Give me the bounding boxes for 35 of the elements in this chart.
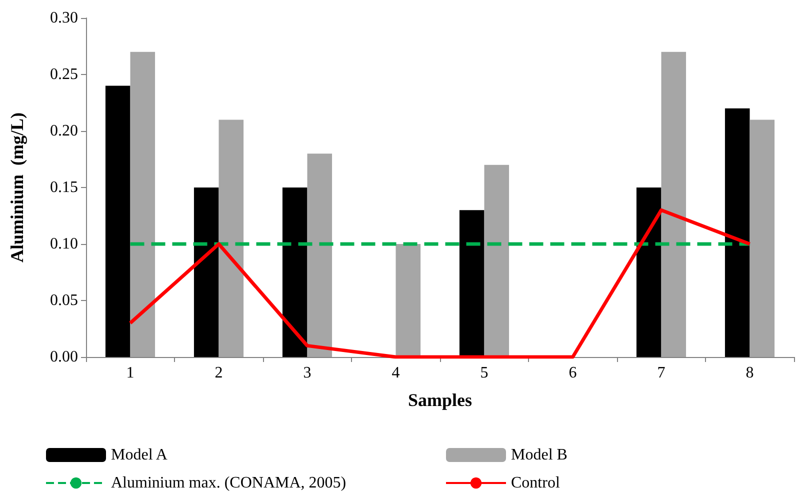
legend-label: Aluminium max. (CONAMA, 2005) xyxy=(111,474,346,492)
bar xyxy=(282,188,308,357)
y-tick-label: 0.25 xyxy=(50,66,78,83)
x-tick-label: 6 xyxy=(568,364,577,382)
bar xyxy=(636,188,662,357)
x-tick-label: 3 xyxy=(303,364,312,382)
line-series xyxy=(128,208,752,359)
bar xyxy=(724,108,750,357)
x-tick-label: 1 xyxy=(126,364,134,382)
bar xyxy=(661,52,686,357)
bar xyxy=(105,86,130,357)
x-axis-title: Samples xyxy=(408,390,472,410)
legend-label: Model B xyxy=(511,446,568,464)
y-tick-label: 0.10 xyxy=(50,236,78,252)
x-tick-label: 2 xyxy=(214,364,223,382)
x-tick-label: 8 xyxy=(746,364,754,382)
y-tick-label: 0.05 xyxy=(50,292,78,309)
x-tick-label: 4 xyxy=(392,364,400,382)
bar xyxy=(307,154,332,357)
bar xyxy=(218,120,244,357)
y-tick-label: 0.30 xyxy=(50,10,78,26)
legend-label: Control xyxy=(511,474,560,492)
bar xyxy=(750,120,775,357)
bar xyxy=(194,188,219,357)
legend-label: Model A xyxy=(111,446,168,464)
x-tick-label: 7 xyxy=(657,364,666,382)
x-tick-label: 5 xyxy=(480,364,488,382)
y-tick-label: 0.20 xyxy=(50,122,78,140)
bar xyxy=(396,244,421,357)
bar xyxy=(459,210,484,357)
bar xyxy=(130,52,156,357)
y-tick-label: 0.00 xyxy=(50,348,78,366)
y-axis-title: Aluminium (mg/L) xyxy=(7,112,27,263)
bar xyxy=(484,164,510,357)
y-tick-label: 0.15 xyxy=(50,179,78,196)
